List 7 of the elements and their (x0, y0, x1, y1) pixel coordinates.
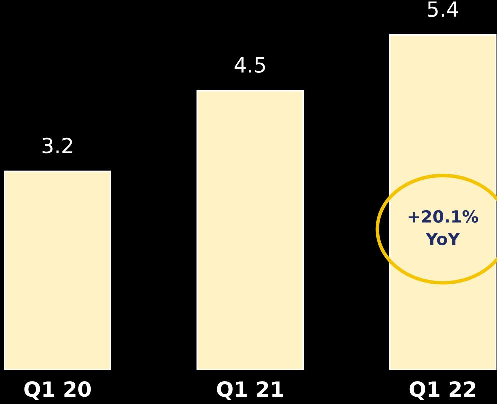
x-tick-label: Q1 22 (410, 381, 476, 400)
data-label: 3.2 (42, 138, 72, 154)
data-label: 5.4 (428, 2, 458, 18)
x-tick-label: Q1 20 (24, 381, 92, 400)
data-label: 4.5 (234, 58, 266, 74)
annotation: +20.1% YoY (408, 210, 478, 246)
x-tick-label: Q1 21 (217, 381, 284, 400)
